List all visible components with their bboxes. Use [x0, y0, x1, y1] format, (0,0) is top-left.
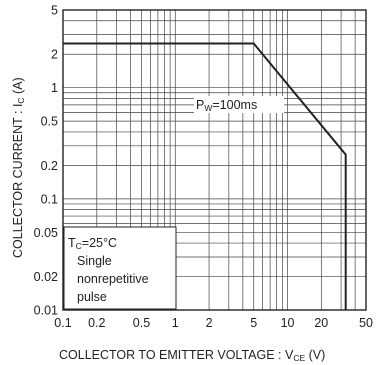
y-tick-label: 0.5 — [41, 115, 58, 129]
x-tick-label: 0.1 — [54, 316, 71, 330]
y-tick-label: 0.1 — [41, 192, 58, 206]
series-label-bg — [194, 96, 284, 113]
condition-pulse: pulse — [77, 290, 107, 304]
y-tick-label: 2 — [51, 48, 58, 62]
x-tick-label: 10 — [281, 316, 295, 330]
x-tick-label: 2 — [206, 316, 213, 330]
x-tick-label: 1 — [172, 316, 179, 330]
conditions-box — [63, 226, 177, 310]
x-tick-labels: 0.1 0.2 0.5 1 2 5 10 20 50 — [54, 316, 373, 330]
y-tick-label: 0.05 — [34, 226, 58, 240]
y-tick-label: 0.2 — [41, 159, 58, 173]
y-axis-title: COLLECTOR CURRENT : IC (A) — [11, 77, 26, 258]
y-tick-labels: 0.01 0.02 0.05 0.1 0.2 0.5 1 2 5 — [34, 4, 58, 318]
series-label-pw-100ms: PW=100ms — [196, 98, 257, 113]
y-tick-label: 0.02 — [34, 270, 58, 284]
y-tick-label: 0.01 — [34, 304, 58, 318]
x-tick-label: 0.5 — [133, 316, 150, 330]
series-line-pw-100ms — [63, 42, 347, 310]
x-axis-title: COLLECTOR TO EMITTER VOLTAGE : VCE (V) — [59, 348, 325, 363]
x-tick-label: 5 — [250, 316, 257, 330]
x-tick-label: 0.2 — [88, 316, 105, 330]
y-tick-label: 1 — [51, 81, 58, 95]
x-tick-label: 50 — [359, 316, 373, 330]
condition-temperature: TC=25°C — [68, 236, 117, 251]
plot-frame — [62, 9, 367, 311]
condition-single: Single — [77, 254, 112, 268]
condition-nonrepetitive: nonrepetitive — [77, 272, 149, 286]
y-tick-label: 5 — [51, 4, 58, 18]
x-tick-label: 20 — [314, 316, 328, 330]
